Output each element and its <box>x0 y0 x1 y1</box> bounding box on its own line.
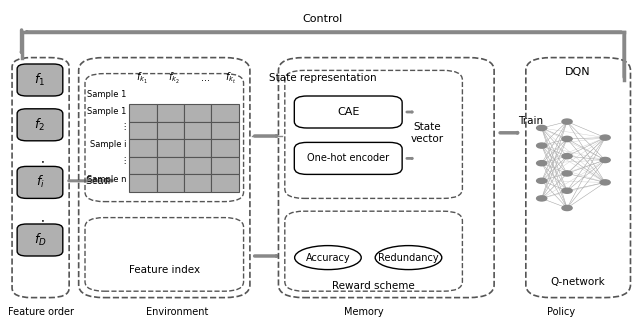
Circle shape <box>536 178 547 183</box>
FancyBboxPatch shape <box>294 142 402 174</box>
Circle shape <box>600 157 610 163</box>
Circle shape <box>536 125 547 131</box>
Text: Sample i: Sample i <box>90 140 126 148</box>
Bar <box>157 104 184 122</box>
Text: $f_{k_2}$: $f_{k_2}$ <box>168 71 180 86</box>
FancyBboxPatch shape <box>17 109 63 141</box>
Circle shape <box>536 161 547 166</box>
FancyBboxPatch shape <box>17 64 63 96</box>
Text: Q-network: Q-network <box>550 276 605 287</box>
Bar <box>157 139 184 157</box>
Text: Policy: Policy <box>547 307 575 317</box>
Text: DQN: DQN <box>565 67 591 77</box>
Circle shape <box>536 143 547 148</box>
Bar <box>157 122 184 139</box>
Bar <box>129 157 157 174</box>
Bar <box>184 139 211 157</box>
Circle shape <box>562 205 572 211</box>
Bar <box>184 122 211 139</box>
Circle shape <box>600 135 610 140</box>
Bar <box>211 139 239 157</box>
Text: ...: ... <box>201 73 210 84</box>
Text: $\vdots$: $\vdots$ <box>35 159 45 174</box>
Bar <box>129 104 157 122</box>
Text: Redundancy: Redundancy <box>378 252 439 263</box>
Text: Environment: Environment <box>146 307 208 317</box>
Circle shape <box>562 188 572 193</box>
FancyBboxPatch shape <box>294 96 402 128</box>
Text: $\vdots$: $\vdots$ <box>35 218 45 233</box>
Text: CAE: CAE <box>337 107 360 117</box>
Text: $f_{k_t}$: $f_{k_t}$ <box>225 71 237 86</box>
Text: Reward scheme: Reward scheme <box>332 281 415 292</box>
Text: Control: Control <box>303 14 343 24</box>
Circle shape <box>600 180 610 185</box>
Bar <box>211 174 239 192</box>
Text: Memory: Memory <box>344 307 384 317</box>
Text: Scan: Scan <box>85 176 110 186</box>
Ellipse shape <box>375 246 442 269</box>
Ellipse shape <box>294 246 361 269</box>
Circle shape <box>562 136 572 141</box>
Text: $f_i$: $f_i$ <box>36 174 44 190</box>
Text: Sample 1: Sample 1 <box>87 107 126 116</box>
Text: Feature order: Feature order <box>8 307 74 317</box>
Circle shape <box>562 171 572 176</box>
Bar <box>157 174 184 192</box>
Text: $f_{k_1}$: $f_{k_1}$ <box>136 71 148 86</box>
Bar <box>129 122 157 139</box>
Text: State representation: State representation <box>269 73 377 84</box>
Text: Accuracy: Accuracy <box>306 252 350 263</box>
Bar <box>129 174 157 192</box>
FancyBboxPatch shape <box>17 224 63 256</box>
Text: Sample 1: Sample 1 <box>87 90 126 99</box>
Text: State
vector: State vector <box>411 122 444 144</box>
Text: Train: Train <box>518 116 543 126</box>
Circle shape <box>562 119 572 124</box>
Text: One-hot encoder: One-hot encoder <box>307 153 389 164</box>
Bar <box>211 157 239 174</box>
Bar <box>184 104 211 122</box>
Text: $f_1$: $f_1$ <box>35 72 45 88</box>
FancyBboxPatch shape <box>17 166 63 198</box>
Text: $f_D$: $f_D$ <box>34 232 46 248</box>
Bar <box>211 104 239 122</box>
Text: Feature index: Feature index <box>129 265 200 276</box>
Text: Sample n: Sample n <box>87 175 126 184</box>
Bar <box>129 139 157 157</box>
Bar <box>211 122 239 139</box>
Circle shape <box>536 196 547 201</box>
Bar <box>184 174 211 192</box>
Text: $f_2$: $f_2$ <box>35 117 45 133</box>
Circle shape <box>562 154 572 159</box>
Text: $\vdots$: $\vdots$ <box>120 156 126 166</box>
Bar <box>184 157 211 174</box>
Bar <box>157 157 184 174</box>
Text: $\vdots$: $\vdots$ <box>120 121 126 132</box>
